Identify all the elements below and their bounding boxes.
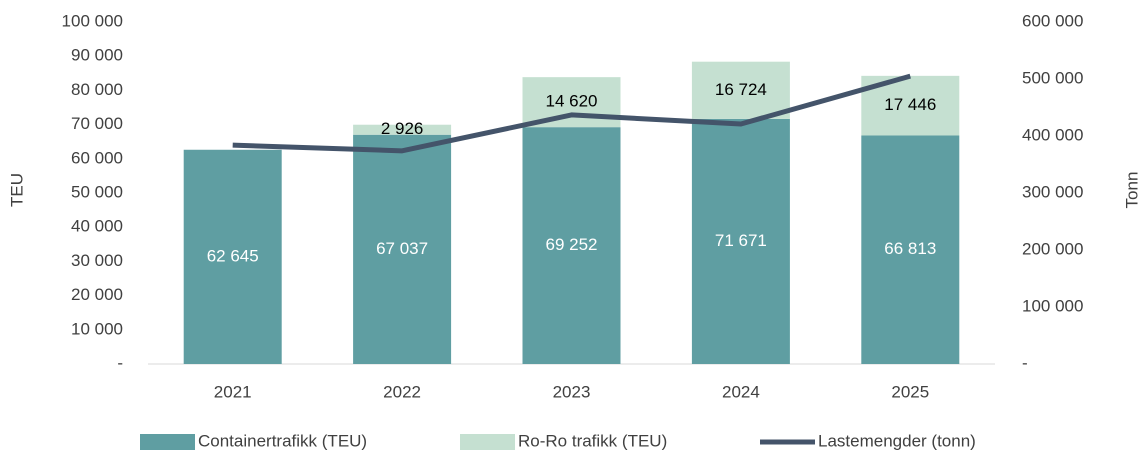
x-tick-label: 2022	[383, 382, 421, 401]
y-tick-label: 20 000	[71, 285, 123, 304]
bar	[353, 134, 452, 364]
data-label: 69 252	[546, 235, 598, 254]
y2-tick-label: 200 000	[1022, 239, 1083, 258]
y2-tick-label: 600 000	[1022, 11, 1083, 30]
y-tick-label: -	[117, 353, 123, 372]
bar	[691, 118, 790, 364]
legend-swatch	[140, 434, 195, 450]
y-tick-label: 100 000	[62, 11, 123, 30]
data-label: 16 724	[715, 80, 767, 99]
data-label: 17 446	[884, 95, 936, 114]
data-label: 66 813	[884, 239, 936, 258]
y-tick-label: 80 000	[71, 80, 123, 99]
y2-tick-label: 100 000	[1022, 296, 1083, 315]
y2-tick-label: -	[1022, 353, 1028, 372]
y-axis-label: TEU	[7, 173, 26, 207]
data-label: 67 037	[376, 239, 428, 258]
legend-label: Lastemengder (tonn)	[818, 431, 976, 450]
y-tick-label: 70 000	[71, 114, 123, 133]
legend-swatch	[460, 434, 515, 450]
legend-label: Ro-Ro trafikk (TEU)	[518, 431, 667, 450]
y-tick-label: 10 000	[71, 319, 123, 338]
bar	[183, 149, 282, 364]
x-tick-label: 2023	[553, 382, 591, 401]
x-tick-label: 2025	[891, 382, 929, 401]
y2-tick-label: 300 000	[1022, 182, 1083, 201]
bar	[691, 61, 790, 119]
bar	[522, 127, 621, 364]
y2-tick-label: 400 000	[1022, 125, 1083, 144]
data-label: 14 620	[546, 92, 598, 111]
y-tick-label: 50 000	[71, 182, 123, 201]
y2-axis-label: Tonn	[1122, 172, 1141, 209]
bar	[353, 124, 452, 135]
line	[232, 73, 911, 154]
x-tick-label: 2021	[214, 382, 252, 401]
data-label: 62 645	[207, 246, 259, 265]
y2-tick-label: 500 000	[1022, 68, 1083, 87]
y-tick-label: 30 000	[71, 251, 123, 270]
bar	[861, 135, 960, 364]
y-tick-label: 40 000	[71, 217, 123, 236]
legend-label: Containertrafikk (TEU)	[198, 431, 367, 450]
data-label: 71 671	[715, 231, 767, 250]
y-tick-label: 60 000	[71, 148, 123, 167]
data-label: 2 926	[381, 119, 424, 138]
x-tick-label: 2024	[722, 382, 760, 401]
y-tick-label: 90 000	[71, 46, 123, 65]
